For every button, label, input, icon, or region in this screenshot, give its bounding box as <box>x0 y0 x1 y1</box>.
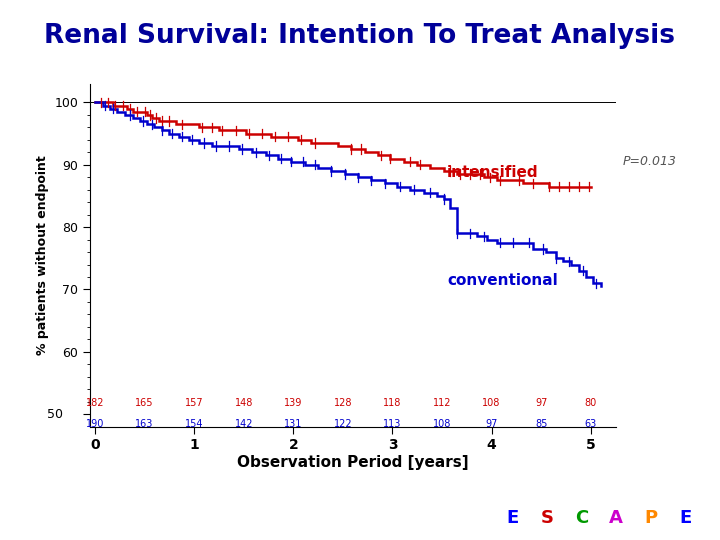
Text: intensified: intensified <box>447 165 539 180</box>
Text: 128: 128 <box>333 398 352 408</box>
Text: 163: 163 <box>135 419 154 429</box>
X-axis label: Observation Period [years]: Observation Period [years] <box>237 455 469 470</box>
Text: 190: 190 <box>86 419 104 429</box>
Text: 142: 142 <box>235 419 253 429</box>
Text: 165: 165 <box>135 398 154 408</box>
Text: 97: 97 <box>485 419 498 429</box>
Text: P=0.013: P=0.013 <box>623 155 677 168</box>
Text: 122: 122 <box>333 419 352 429</box>
Text: C: C <box>575 509 588 527</box>
Text: 50: 50 <box>48 408 63 421</box>
Text: E: E <box>506 509 519 527</box>
Text: 80: 80 <box>585 398 597 408</box>
Text: 118: 118 <box>383 398 402 408</box>
Y-axis label: % patients without endpoint: % patients without endpoint <box>36 156 49 355</box>
Text: A: A <box>609 509 624 527</box>
Text: 131: 131 <box>284 419 302 429</box>
Text: P: P <box>644 509 657 527</box>
Text: 108: 108 <box>433 419 451 429</box>
Text: 63: 63 <box>585 419 597 429</box>
Text: 157: 157 <box>185 398 204 408</box>
Text: 148: 148 <box>235 398 253 408</box>
Text: 97: 97 <box>535 398 547 408</box>
Text: 85: 85 <box>535 419 547 429</box>
Text: Renal Survival: Intention To Treat Analysis: Renal Survival: Intention To Treat Analy… <box>45 23 675 50</box>
Text: 113: 113 <box>383 419 402 429</box>
Text: 154: 154 <box>185 419 203 429</box>
Text: 139: 139 <box>284 398 302 408</box>
Text: 182: 182 <box>86 398 104 408</box>
Text: 108: 108 <box>482 398 501 408</box>
Text: S: S <box>541 509 554 527</box>
Text: 112: 112 <box>433 398 451 408</box>
Text: conventional: conventional <box>447 273 558 288</box>
Text: E: E <box>679 509 692 527</box>
